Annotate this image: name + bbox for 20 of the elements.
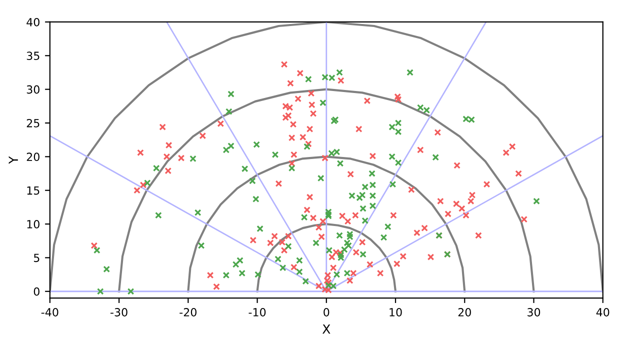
x-axis-title: X — [322, 324, 330, 334]
y-tick-label: 25 — [26, 118, 40, 128]
y-tick-label: 10 — [27, 220, 40, 228]
y-tick-label: 40 — [26, 18, 40, 26]
x-tick-label: -30 — [110, 308, 128, 316]
y-axis-title: Y — [8, 156, 18, 164]
x-tick-label: 40 — [596, 308, 610, 316]
x-tick-label: 20 — [458, 308, 471, 316]
y-tick-label: 20 — [26, 152, 40, 162]
x-tick-label: -10 — [248, 308, 266, 316]
y-tick-label: 35 — [26, 52, 40, 60]
y-tick-label: 30 — [26, 85, 40, 94]
x-tick-label: -40 — [41, 308, 58, 316]
y-tick-label: 5 — [34, 254, 40, 262]
x-tick-label: 10 — [390, 308, 402, 316]
x-tick-label: 30 — [528, 308, 540, 316]
y-tick-label: 0 — [34, 287, 40, 296]
x-tick-label: 0 — [324, 308, 330, 316]
x-tick-label: -20 — [180, 308, 196, 316]
y-tick-label: 15 — [27, 186, 40, 195]
